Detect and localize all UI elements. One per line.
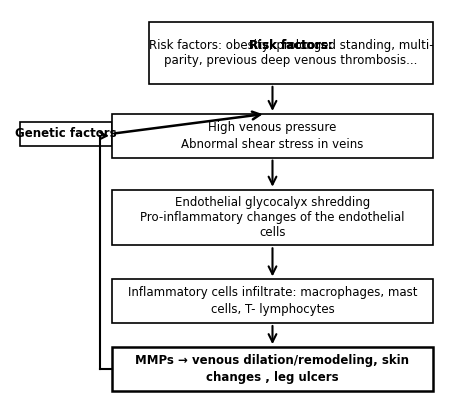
FancyBboxPatch shape [112, 279, 433, 323]
Text: Risk factors: obesity, prolonged standing, multi-: Risk factors: obesity, prolonged standin… [148, 39, 433, 52]
FancyBboxPatch shape [112, 190, 433, 245]
Text: parity, previous deep venous thrombosis...: parity, previous deep venous thrombosis.… [164, 54, 418, 67]
Text: Risk factors:: Risk factors: [249, 39, 333, 52]
Text: cells: cells [259, 226, 286, 239]
Text: Endothelial glycocalyx shredding: Endothelial glycocalyx shredding [175, 196, 370, 209]
Text: Pro-inflammatory changes of the endothelial: Pro-inflammatory changes of the endothel… [140, 211, 405, 224]
Text: Inflammatory cells infiltrate: macrophages, mast: Inflammatory cells infiltrate: macrophag… [128, 287, 417, 299]
Text: Risk factors:: Risk factors: [249, 39, 333, 52]
Text: High venous pressure: High venous pressure [208, 121, 337, 134]
FancyBboxPatch shape [20, 122, 112, 146]
Text: cells, T- lymphocytes: cells, T- lymphocytes [210, 303, 334, 316]
Text: Abnormal shear stress in veins: Abnormal shear stress in veins [181, 138, 364, 151]
Text: changes , leg ulcers: changes , leg ulcers [206, 371, 339, 384]
Text: Genetic factors: Genetic factors [15, 127, 117, 140]
FancyBboxPatch shape [148, 22, 433, 84]
FancyBboxPatch shape [112, 347, 433, 391]
Text: MMPs → venous dilation/remodeling, skin: MMPs → venous dilation/remodeling, skin [136, 354, 410, 367]
FancyBboxPatch shape [112, 114, 433, 158]
